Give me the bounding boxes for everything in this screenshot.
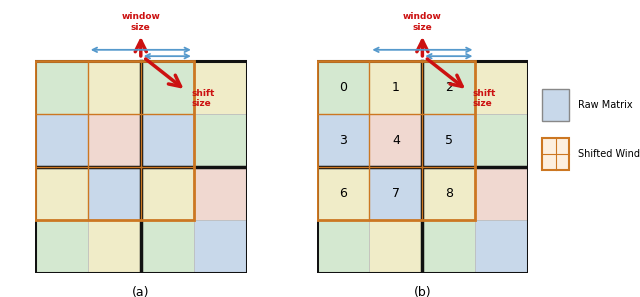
Bar [194, 61, 246, 114]
Text: 8: 8 [445, 187, 453, 200]
Text: Raw Matrix: Raw Matrix [578, 100, 632, 110]
Text: 6: 6 [339, 187, 347, 200]
Text: 2: 2 [445, 81, 453, 94]
Text: 1: 1 [392, 81, 400, 94]
Bar [141, 114, 194, 167]
Bar [476, 167, 528, 220]
Bar [476, 114, 528, 167]
Text: 0: 0 [339, 81, 347, 94]
Bar [422, 220, 476, 273]
Text: shift
size: shift size [473, 89, 496, 108]
Bar [194, 220, 246, 273]
Bar [88, 220, 141, 273]
Bar [317, 61, 369, 114]
Text: window
size: window size [403, 12, 442, 32]
Bar [141, 220, 194, 273]
Bar [543, 89, 570, 121]
Bar [369, 114, 422, 167]
Bar [317, 61, 528, 273]
Bar [35, 114, 88, 167]
Text: Shifted Window: Shifted Window [578, 149, 640, 159]
Bar [194, 167, 246, 220]
Bar [422, 167, 476, 220]
Bar [422, 61, 476, 114]
Bar [35, 61, 246, 273]
Bar [317, 61, 476, 220]
Bar [194, 114, 246, 167]
Bar [88, 167, 141, 220]
Text: (a): (a) [132, 287, 150, 297]
Text: 5: 5 [445, 134, 453, 147]
Bar [317, 114, 369, 167]
Bar [141, 61, 194, 114]
Bar [422, 114, 476, 167]
Bar [317, 220, 369, 273]
Text: (b): (b) [413, 287, 431, 297]
Bar [35, 167, 88, 220]
Text: 3: 3 [339, 134, 347, 147]
Text: 7: 7 [392, 187, 400, 200]
Text: 4: 4 [392, 134, 400, 147]
Bar [35, 220, 88, 273]
Bar [141, 167, 194, 220]
Text: shift
size: shift size [191, 89, 214, 108]
Bar [88, 114, 141, 167]
Bar [88, 61, 141, 114]
Bar [476, 220, 528, 273]
Bar [35, 61, 88, 114]
Bar [35, 61, 194, 220]
Bar [476, 61, 528, 114]
Bar [369, 167, 422, 220]
Bar [543, 138, 570, 170]
Bar [369, 61, 422, 114]
Bar [369, 220, 422, 273]
Bar [317, 167, 369, 220]
Text: window
size: window size [122, 12, 160, 32]
